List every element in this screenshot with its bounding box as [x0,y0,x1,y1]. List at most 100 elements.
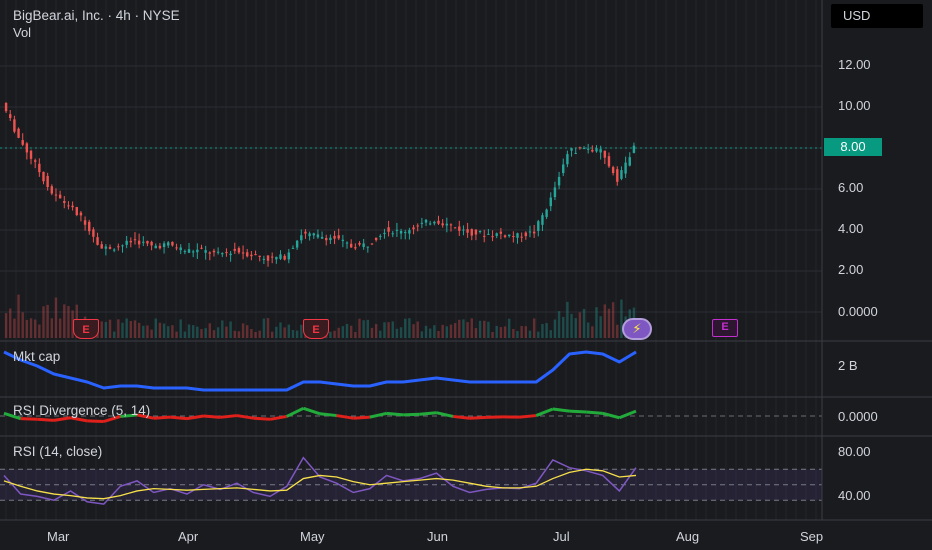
candle-body [179,247,182,251]
candle-body [624,162,627,174]
rsidiv-segment [436,411,454,418]
candle-body [13,119,16,132]
candle-body [416,225,419,227]
candle-body [200,247,203,249]
volume-bar [283,327,286,338]
volume-bar [167,326,170,338]
time-axis-label: Aug [676,529,700,544]
rsidiv-segment [386,411,404,417]
volume-bar [200,329,203,338]
volume-bar [349,325,353,338]
volume-bar [470,318,473,338]
candle-body [591,149,594,152]
volume-bar [329,331,332,338]
candle-body [191,251,195,253]
rsidiv-segment [336,414,354,420]
volume-bar [108,319,112,338]
rsidiv-segment [269,414,287,421]
volume-bar [391,321,394,338]
candle-body [25,143,29,153]
volume-bar [404,318,407,338]
volume-bar [586,322,590,338]
candle-body [88,221,91,232]
candle-body [196,249,199,253]
candle-body [562,164,565,174]
volume-bar [399,327,403,338]
rsidiv-segment [535,407,554,417]
time-axis-label: May [300,529,325,544]
candle-body [175,247,178,249]
candle-body [104,246,108,249]
candle-body [433,221,436,224]
rsi-pane-label[interactable]: RSI (14, close) [13,444,103,459]
candle-body [437,220,440,224]
candle-body [374,237,378,241]
symbol-title[interactable]: BigBear.ai, Inc. · 4h · NYSE [13,8,180,23]
rsi-ma-line [3,468,637,500]
candle-body [150,241,153,246]
candle-body [279,254,282,259]
volume-bar [341,326,345,338]
candle-body [146,240,149,244]
candle-body [349,243,353,248]
time-axis-label: Jul [553,529,570,544]
volume-bar [541,324,544,338]
volume-bar [117,319,120,338]
time-axis-label: Sep [800,529,824,544]
candle-body [379,235,382,237]
upcoming-earnings-badge[interactable]: E [712,319,738,337]
candle-body [391,233,394,235]
volume-bar [258,330,261,338]
volume-bar [557,311,561,338]
candle-body [399,230,403,234]
candle-body [404,232,407,234]
earnings-badge[interactable]: E [73,319,99,339]
price-axis-label: 2.00 [838,262,864,277]
volume-bar [25,319,29,338]
volume-bar [383,322,386,338]
flash-event-icon[interactable]: ⚡ [622,318,652,340]
candle-body [595,148,598,152]
candle-body [337,235,340,239]
candle-body [58,194,62,199]
candle-body [458,226,461,231]
volume-bar [374,324,378,338]
candle-body [291,247,295,249]
candle-body [316,234,320,238]
candle-body [266,255,270,261]
volume-bar [474,328,478,338]
volume-bar [225,326,228,338]
volume-legend[interactable]: Vol [13,25,32,40]
candle-body [225,252,228,254]
candle-body [183,251,187,253]
candle-body [453,227,457,229]
rsi-divergence-pane-label[interactable]: RSI Divergence (5, 14) [13,403,151,418]
volume-bar [154,318,157,338]
volume-bar [254,331,257,338]
rsidiv-segment [585,410,603,415]
rsidiv-segment [70,416,88,423]
volume-bar [196,326,199,338]
volume-bar [337,327,340,338]
earnings-badge[interactable]: E [303,319,329,339]
candle-body [171,241,174,246]
rsidiv-segment [519,414,537,419]
candle-body [445,223,449,226]
volume-bar [524,326,528,338]
volume-bar [507,318,511,338]
candle-body [412,227,415,230]
volume-bar [295,330,299,338]
volume-bar [549,330,552,338]
volume-bar [158,322,162,338]
rsidiv-segment [369,411,387,419]
candle-body [108,247,112,249]
mktcap-pane-label[interactable]: Mkt cap [13,349,61,364]
candle-body [137,240,141,245]
volume-bar [300,324,303,338]
candle-body [611,167,615,174]
volume-bar [428,328,432,338]
candle-body [362,243,365,247]
currency-button[interactable]: USD [831,4,923,28]
volume-bar [262,318,266,338]
